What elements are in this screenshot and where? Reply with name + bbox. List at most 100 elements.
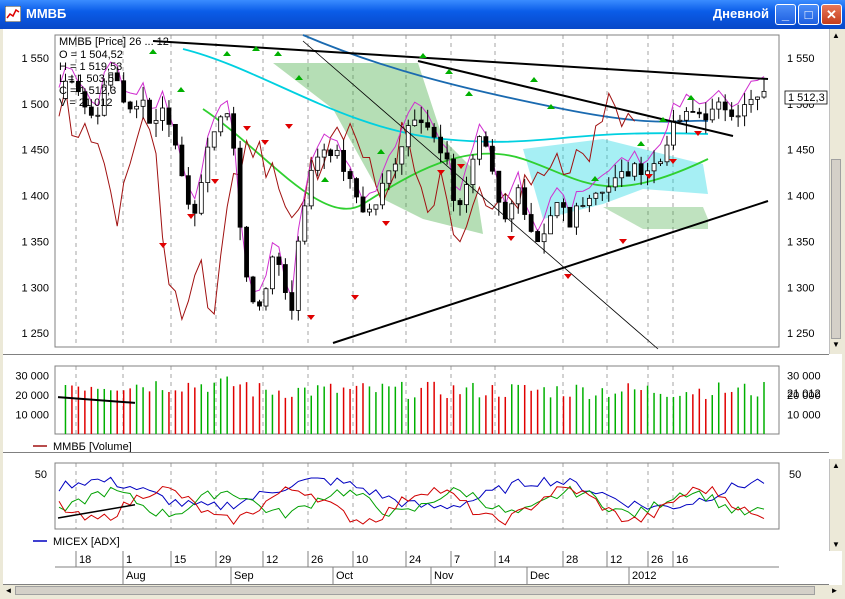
scroll-right-icon[interactable]: ► (830, 586, 839, 595)
down-arrow-icon (243, 126, 251, 131)
adx-y-label-right: 50 (789, 469, 801, 481)
maximize-button[interactable]: □ (798, 4, 819, 25)
candle-body (535, 231, 541, 243)
price-info-line: H = 1 519,53 (59, 61, 122, 73)
time-day-label: 24 (409, 554, 421, 566)
down-arrow-icon (307, 315, 315, 320)
scroll-thumb[interactable] (15, 586, 815, 595)
scroll-up-icon[interactable]: ▲ (830, 460, 842, 471)
scroll-up-icon[interactable]: ▲ (830, 30, 842, 41)
y-axis-label-right: 1 550 (787, 53, 815, 65)
candle-body (574, 205, 579, 228)
price-info-line: O = 1 504,52 (59, 49, 123, 61)
candle-body (211, 131, 217, 148)
candle-body (451, 158, 456, 201)
volume-y-label: 30 000 (15, 371, 49, 383)
down-arrow-icon (159, 243, 167, 248)
adx-trendline (57, 504, 136, 519)
volume-y-label-right: 10 000 (787, 410, 821, 422)
up-arrow-icon (223, 51, 231, 56)
price-pane[interactable]: 1 550 1 550 1 500 1 500 1 450 1 450 1 400 1 400… (3, 29, 829, 355)
up-arrow-icon (530, 77, 538, 82)
time-month-label: 2012 (632, 570, 656, 582)
candle-body (606, 186, 612, 193)
volume-legend-label: ММВБ [Volume] (53, 441, 132, 452)
time-axis: 18 1 15 29 12 26 10 24 7 14 28 12 26 16 Aug Sep Oct Nov De… (3, 551, 829, 585)
candle-body (173, 123, 178, 146)
candle-body (185, 175, 191, 205)
down-arrow-icon (211, 179, 219, 184)
candle-body (567, 206, 573, 228)
volume-plot-frame (54, 365, 780, 435)
volume-chart[interactable]: 30 000 30 000 20 000 20 000 10 000 10 000 21 0… (3, 360, 829, 452)
scroll-down-icon[interactable]: ▼ (830, 539, 842, 550)
lagging-span-line (58, 87, 635, 322)
candle-body (612, 177, 618, 188)
candle-body (541, 233, 547, 243)
candle-body (599, 191, 605, 194)
scroll-down-icon[interactable]: ▼ (830, 339, 842, 350)
up-arrow-icon (465, 91, 473, 96)
time-day-label: 18 (79, 554, 91, 566)
time-day-label: 26 (311, 554, 323, 566)
candle-body (457, 200, 463, 206)
up-arrow-icon (252, 46, 260, 51)
candle-body (237, 147, 243, 228)
candle-body (735, 115, 741, 118)
down-arrow-icon (619, 239, 627, 244)
title-bar[interactable]: ММВБ Дневной _ □ ✕ (0, 0, 845, 29)
candle-body (179, 144, 185, 177)
y-axis-label: 1 450 (21, 145, 49, 157)
adx-chart[interactable]: 50 50 MICEX [ADX] (3, 459, 829, 551)
down-arrow-icon (564, 274, 572, 279)
horizontal-scrollbar[interactable]: ◄ ► (3, 585, 842, 596)
y-axis-label-right: 1 450 (787, 145, 815, 157)
time-month-label: Nov (434, 570, 454, 582)
down-arrow-icon (694, 131, 702, 136)
candle-body (289, 292, 295, 311)
y-axis-label: 1 300 (21, 282, 49, 294)
volume-pane[interactable]: 30 000 30 000 20 000 20 000 10 000 10 000 21 0… (3, 360, 829, 453)
candle-body (108, 72, 114, 86)
up-arrow-icon (419, 53, 427, 58)
candle-body (399, 146, 405, 165)
adx-pane[interactable]: 50 50 MICEX [ADX] (3, 459, 829, 551)
candle-body (671, 120, 676, 146)
candle-body (638, 163, 644, 176)
candle-body (392, 163, 398, 172)
candle-body (121, 80, 127, 103)
adx-y-label: 50 (35, 469, 47, 481)
last-price-box (784, 90, 828, 105)
price-info-line: L = 1 503,5 (59, 73, 114, 85)
candle-body (379, 182, 385, 206)
time-month-label: Oct (336, 570, 353, 582)
up-arrow-icon (659, 117, 667, 122)
minimize-button[interactable]: _ (775, 4, 796, 25)
down-arrow-icon (187, 214, 195, 219)
scroll-thumb[interactable] (831, 159, 841, 339)
trendline-resistance (152, 40, 769, 80)
time-day-label: 7 (454, 554, 460, 566)
candle-body (140, 99, 146, 107)
candle-body (134, 105, 140, 110)
adx-scrollbar[interactable]: ▲ ▼ (829, 459, 843, 551)
y-axis-label: 1 250 (21, 328, 49, 340)
down-arrow-icon (507, 236, 515, 241)
time-day-label: 28 (566, 554, 578, 566)
candle-body (477, 136, 482, 160)
candle-body (470, 158, 476, 185)
candle-body (438, 136, 444, 154)
scroll-left-icon[interactable]: ◄ (4, 586, 13, 595)
close-button[interactable]: ✕ (821, 4, 842, 25)
candle-body (127, 101, 133, 110)
candle-body (658, 161, 663, 165)
period-selector[interactable]: Дневной (712, 6, 769, 21)
down-arrow-icon (457, 164, 465, 169)
price-scrollbar[interactable]: ▲ ▼ (829, 29, 843, 354)
candle-body (593, 192, 599, 199)
close-icon: ✕ (826, 7, 837, 22)
candle-body (761, 90, 767, 98)
ma-green-line (202, 108, 709, 210)
